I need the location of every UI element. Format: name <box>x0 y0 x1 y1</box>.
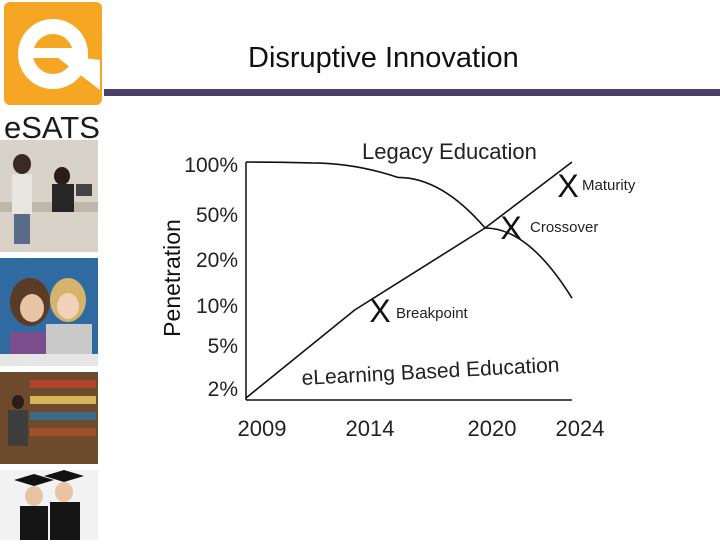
series-label-legacy: Legacy Education <box>362 139 537 164</box>
chart-axes <box>245 162 572 401</box>
x-marker: X <box>369 293 390 329</box>
y-tick-label: 20% <box>196 249 238 272</box>
annotation-label: Breakpoint <box>396 305 469 322</box>
x-marker: X <box>500 210 521 246</box>
x-marker: X <box>557 168 578 204</box>
y-tick-label: 10% <box>196 295 238 318</box>
y-tick-label: 5% <box>208 335 238 358</box>
esats-logo: eSATS <box>0 0 104 145</box>
y-tick-label: 2% <box>208 378 238 401</box>
students-with-laptop-photo <box>0 258 98 366</box>
students-at-table-photo <box>0 140 98 252</box>
x-tick-label: 2009 <box>238 416 287 441</box>
page-title: Disruptive Innovation <box>248 42 519 74</box>
y-tick-label: 100% <box>184 154 238 177</box>
series-labels: Legacy Education eLearning Based Educatio… <box>301 139 560 390</box>
series-label-elearning: eLearning Based Education <box>301 354 560 390</box>
elearning-education-line <box>245 161 573 399</box>
y-tick-label: 50% <box>196 204 238 227</box>
x-tick-label: 2020 <box>468 416 517 441</box>
x-tick-label: 2024 <box>556 416 605 441</box>
graduates-photo <box>0 470 98 540</box>
student-in-library-photo <box>0 372 98 464</box>
x-tick-labels: 2009 2014 2020 2024 <box>238 416 605 441</box>
sidebar-photo-strip <box>0 140 100 540</box>
logo-text: eSATS <box>4 110 100 145</box>
annotation-label: Maturity <box>582 177 636 194</box>
header-divider <box>104 89 720 96</box>
y-axis-label: Penetration <box>159 219 185 337</box>
annotation-label: Crossover <box>530 219 598 236</box>
x-tick-label: 2014 <box>346 416 395 441</box>
e-logo-icon <box>4 2 102 105</box>
legacy-education-line <box>245 161 573 299</box>
y-tick-labels: 100% 50% 20% 10% 5% 2% <box>184 154 238 401</box>
chart-series <box>245 161 573 399</box>
